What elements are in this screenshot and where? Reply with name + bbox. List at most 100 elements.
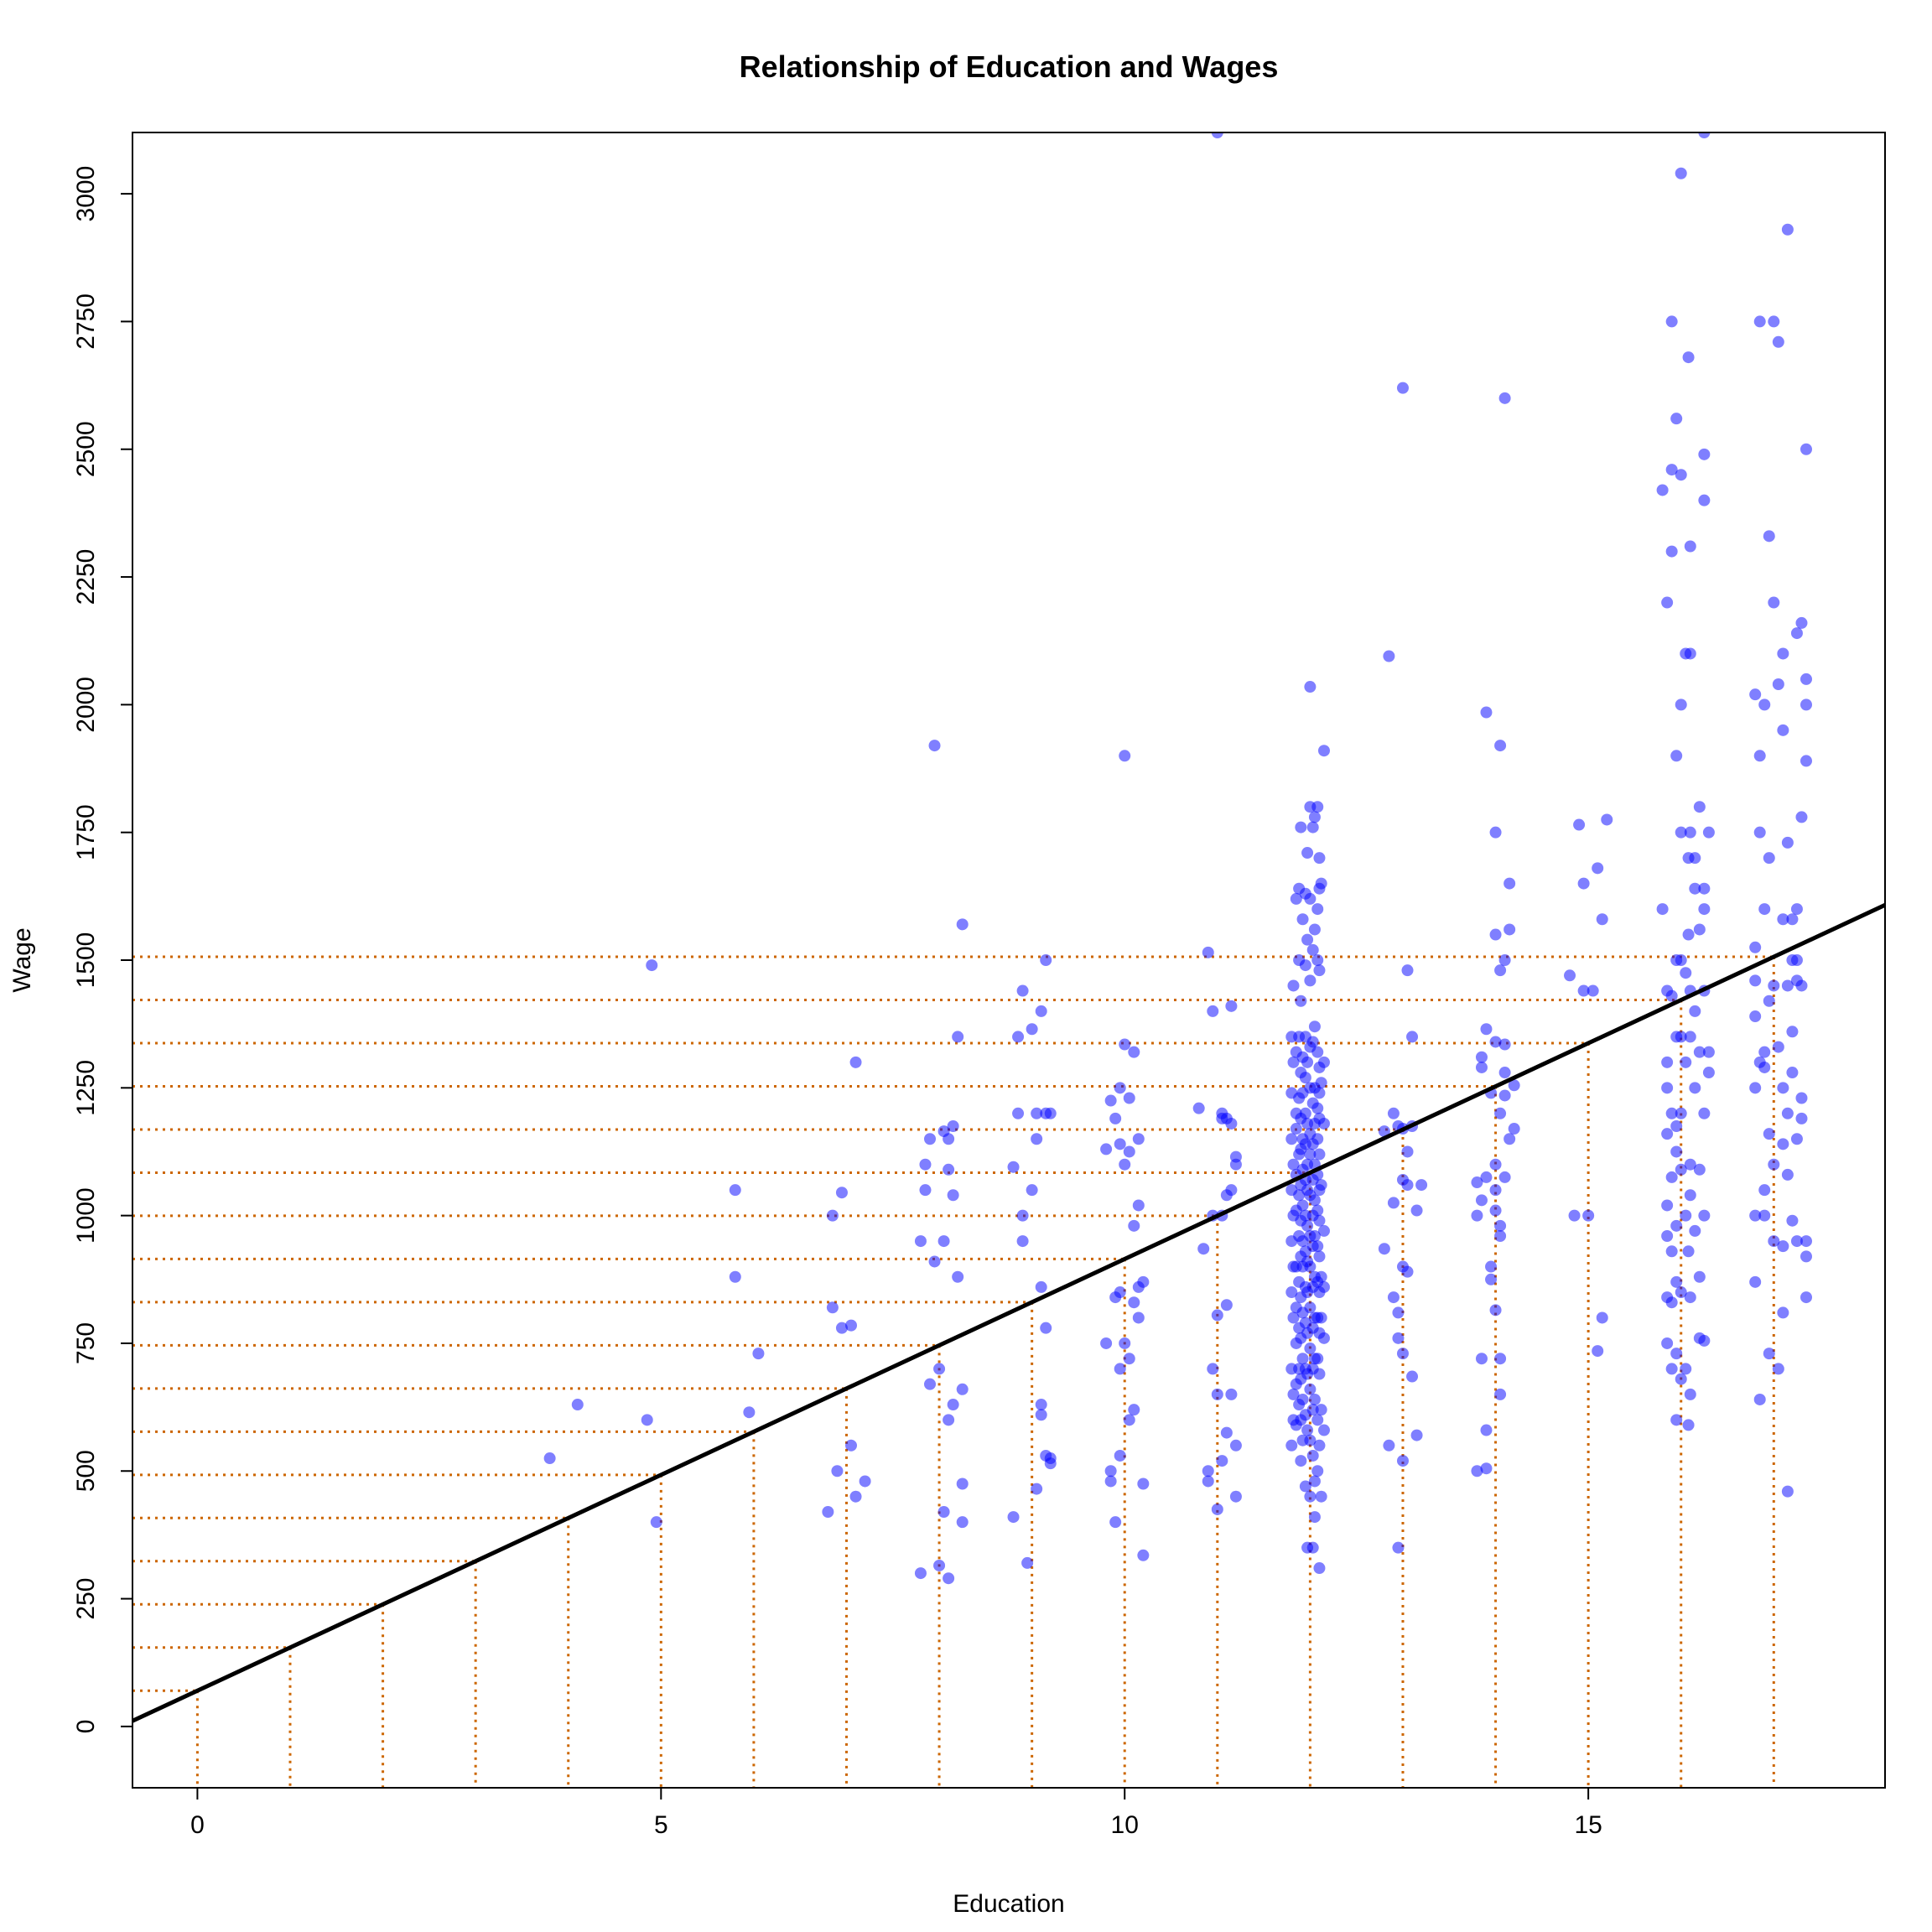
- data-point: [1763, 995, 1775, 1007]
- data-point: [1306, 1404, 1319, 1416]
- data-point: [1304, 681, 1317, 693]
- data-point: [1795, 1112, 1808, 1124]
- data-point: [1670, 1348, 1683, 1360]
- data-point: [1211, 132, 1223, 138]
- data-point: [1313, 1148, 1326, 1161]
- x-tick-label: 0: [190, 1811, 205, 1839]
- data-point: [1285, 1133, 1298, 1145]
- data-point: [1777, 1082, 1789, 1094]
- data-point: [1768, 1158, 1780, 1171]
- data-point: [1800, 1235, 1813, 1248]
- data-point: [1290, 1123, 1302, 1135]
- data-point: [1661, 1199, 1674, 1212]
- data-point: [1287, 1158, 1300, 1171]
- data-point: [1308, 1511, 1321, 1524]
- data-point: [924, 1378, 937, 1390]
- y-axis-label: Wage: [8, 927, 36, 992]
- data-point: [822, 1506, 834, 1518]
- data-point: [1317, 1056, 1330, 1068]
- data-point: [1123, 1353, 1135, 1365]
- data-point: [1104, 1475, 1117, 1488]
- data-point: [1684, 1189, 1696, 1202]
- data-point: [831, 1465, 844, 1478]
- data-point: [1415, 1179, 1428, 1192]
- data-point: [1229, 1490, 1242, 1503]
- data-point: [1315, 1311, 1327, 1324]
- data-point: [1287, 1311, 1300, 1324]
- data-point: [1680, 1209, 1692, 1222]
- data-point: [1772, 678, 1784, 690]
- data-point: [1753, 826, 1766, 839]
- data-point: [1693, 1046, 1706, 1058]
- data-point: [1311, 903, 1324, 916]
- data-point: [1508, 1123, 1520, 1135]
- data-point: [1229, 1150, 1242, 1163]
- data-point: [1504, 923, 1516, 936]
- data-point: [1786, 1067, 1799, 1079]
- data-point: [1410, 1204, 1423, 1217]
- data-point: [1675, 826, 1687, 839]
- data-point: [1311, 1414, 1324, 1426]
- data-point: [1577, 984, 1590, 997]
- data-point: [1675, 1373, 1687, 1385]
- data-point: [826, 1301, 839, 1314]
- data-point: [1114, 1082, 1126, 1094]
- data-point: [1301, 847, 1314, 860]
- data-point: [1661, 1082, 1674, 1094]
- data-point: [1485, 1273, 1498, 1285]
- data-point: [1665, 315, 1678, 328]
- data-point: [1786, 1026, 1799, 1038]
- data-point: [1128, 1046, 1140, 1058]
- data-point: [947, 1120, 959, 1133]
- y-tick-label: 2250: [72, 549, 100, 605]
- data-point: [1308, 1393, 1321, 1405]
- data-point: [1128, 1404, 1140, 1416]
- data-point: [1313, 1214, 1326, 1227]
- data-point: [947, 1399, 959, 1411]
- data-point: [1007, 1161, 1020, 1173]
- data-point: [849, 1490, 862, 1503]
- data-point: [1031, 1483, 1043, 1495]
- data-point: [1123, 1092, 1135, 1104]
- data-point: [1026, 1184, 1038, 1197]
- data-point: [1306, 821, 1319, 834]
- data-point: [1577, 877, 1590, 890]
- data-point: [1670, 1414, 1683, 1426]
- data-point: [1768, 979, 1780, 992]
- data-point: [1211, 1309, 1223, 1322]
- data-point: [1016, 1235, 1029, 1248]
- data-point: [1675, 1286, 1687, 1299]
- x-tick-label: 10: [1111, 1811, 1139, 1839]
- data-point: [1313, 1250, 1326, 1263]
- data-point: [543, 1452, 556, 1465]
- data-point: [1763, 1128, 1775, 1140]
- data-point: [1301, 1219, 1314, 1232]
- data-point: [1410, 1429, 1423, 1441]
- data-point: [1494, 964, 1507, 977]
- data-point: [1749, 974, 1762, 987]
- data-point: [1313, 964, 1326, 977]
- data-point: [1480, 1424, 1493, 1436]
- data-point: [1781, 979, 1794, 992]
- data-point: [1311, 1465, 1324, 1478]
- data-point: [1753, 1393, 1766, 1405]
- data-point: [1211, 1388, 1223, 1400]
- data-point: [1406, 1031, 1419, 1043]
- data-point: [952, 1270, 964, 1283]
- data-point: [1299, 1107, 1311, 1119]
- data-point: [943, 1414, 955, 1426]
- data-point: [1104, 1094, 1117, 1107]
- data-point: [1480, 1462, 1493, 1475]
- data-point: [1494, 740, 1507, 752]
- data-point: [1296, 913, 1309, 926]
- y-tick-label: 2750: [72, 293, 100, 350]
- data-point: [943, 1133, 955, 1145]
- data-point: [1313, 1368, 1326, 1380]
- data-point: [1119, 1158, 1131, 1171]
- data-point: [1758, 903, 1771, 916]
- data-point: [1301, 1424, 1314, 1436]
- data-point: [845, 1319, 858, 1332]
- data-point: [956, 918, 969, 931]
- data-point: [1758, 1209, 1771, 1222]
- data-point: [1508, 1079, 1520, 1092]
